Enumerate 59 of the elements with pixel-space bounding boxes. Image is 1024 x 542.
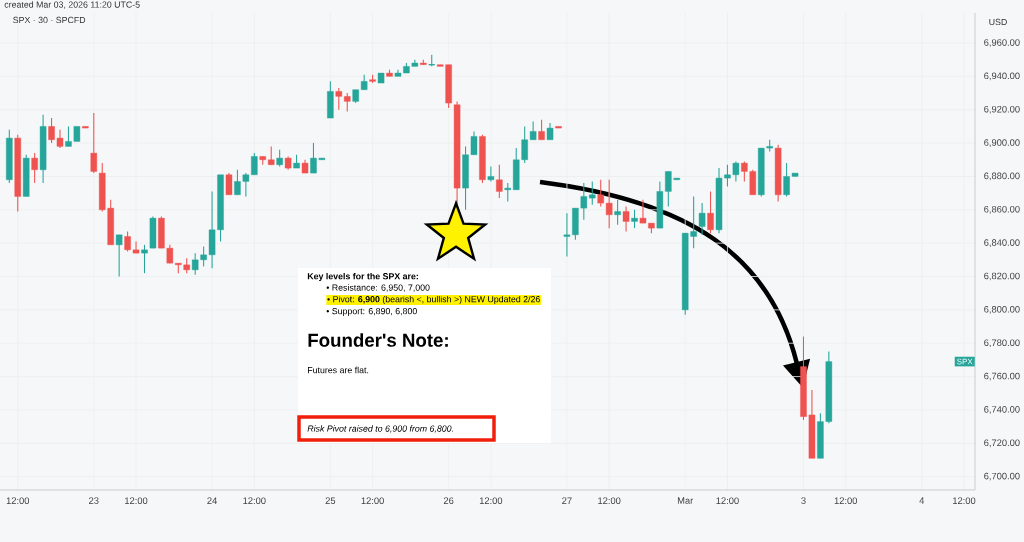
annotation: Risk Pivot raised to 6,900 from 6,800. [307,425,453,433]
y-tick-label: 6,880.00 [984,172,1020,181]
annotation: • Pivot: 6,900 (bearish <, bullish >) NEW Updated 2/26 [327,295,540,305]
candlestick [141,244,148,274]
annotation: Futures are flat. [308,366,369,374]
y-tick-label: 6,940.00 [984,72,1020,81]
annotation: • Support: 6,890, 6,800 [326,308,417,316]
x-tick-label: 12:00 [125,497,148,504]
annotation: • Resistance: 6,950, 7,000 [326,284,430,292]
y-tick-label: 6,920.00 [984,105,1020,114]
x-tick-label: 24 [207,497,217,504]
x-tick-label: 12:00 [243,497,266,504]
x-tick-label: 12:00 [6,497,30,504]
candlestick [504,182,512,202]
annotation: Key levels for the SPX are: [307,272,418,282]
y-tick-label: 6,860.00 [984,205,1020,214]
y-tick-label: 6,740.00 [984,406,1020,414]
annotation: SPX [957,358,973,365]
candlestick [225,172,233,196]
x-tick-label: 12:00 [598,497,621,504]
candlestick [631,209,638,229]
y-tick-label: 6,720.00 [984,439,1020,448]
chart-title: SPX · 30 · SPCFD [13,16,86,24]
y-tick-label: 6,840.00 [984,239,1020,247]
y-tick-label: 6,800.00 [984,306,1020,314]
candlestick [267,145,275,166]
x-tick-label: 27 [562,497,572,504]
x-tick-label: 12:00 [361,497,384,504]
y-tick-label: 6,700.00 [984,472,1020,481]
x-tick-label: 12:00 [953,497,976,504]
x-tick-label: Mar [677,497,694,504]
candlestick [344,92,351,112]
candlestick [335,87,343,111]
x-tick-label: 23 [89,497,99,504]
x-tick-label: 26 [443,497,454,504]
candlestick [90,112,98,174]
x-tick-label: 12:00 [834,497,858,504]
candlestick [487,165,495,182]
candlestick [622,205,630,233]
candlestick [707,190,714,234]
x-tick-label: 3 [801,497,806,504]
annotation: Founder's Note: [308,333,448,347]
y-tick-label: 6,760.00 [984,372,1020,381]
y-axis-title: USD [989,18,1007,26]
candlestick [538,119,545,141]
y-tick-label: 6,960.00 [984,39,1020,47]
x-tick-label: 25 [325,497,336,504]
candlestick [496,164,503,199]
candlestick [698,202,706,236]
y-tick-label: 6,780.00 [984,339,1020,348]
y-tick-label: 6,900.00 [984,139,1020,147]
candlestick [115,234,123,278]
y-tick-label: 6,820.00 [984,272,1020,281]
x-tick-label: 12:00 [479,497,503,504]
text: created Mar 03, 2026 11:20 UTC-5 [4,1,140,9]
x-tick-label: 4 [919,497,925,504]
candlestick [614,199,621,226]
x-tick-label: 12:00 [716,497,739,504]
candlestick [31,152,38,184]
